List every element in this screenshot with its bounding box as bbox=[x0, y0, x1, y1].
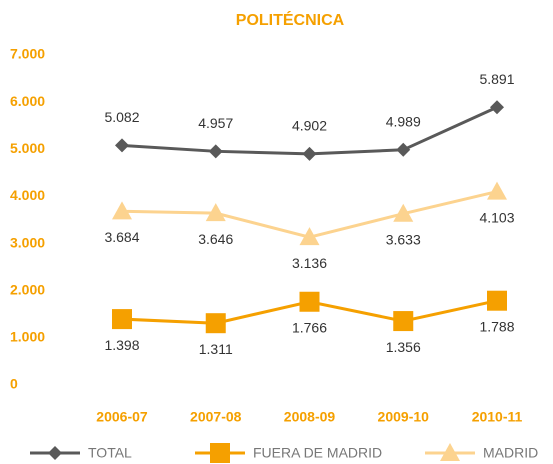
marker bbox=[205, 313, 226, 334]
y-tick-label: 1.000 bbox=[10, 329, 45, 345]
x-tick-label: 2009-10 bbox=[378, 409, 430, 425]
y-tick-label: 7.000 bbox=[10, 46, 45, 62]
y-tick-label: 2.000 bbox=[10, 281, 45, 297]
data-label: 3.633 bbox=[386, 231, 421, 247]
marker bbox=[208, 144, 223, 159]
data-label: 1.356 bbox=[386, 339, 421, 355]
marker bbox=[112, 309, 132, 330]
marker bbox=[299, 227, 320, 246]
legend-label: MADRID bbox=[483, 445, 538, 461]
x-tick-label: 2007-08 bbox=[190, 409, 242, 425]
marker bbox=[112, 201, 132, 220]
chart-title: POLITÉCNICA bbox=[236, 10, 345, 29]
data-label: 4.103 bbox=[479, 209, 514, 225]
y-tick-label: 4.000 bbox=[10, 187, 45, 203]
data-label: 5.891 bbox=[479, 71, 514, 87]
y-tick-label: 5.000 bbox=[10, 140, 45, 156]
data-label: 1.398 bbox=[104, 337, 139, 353]
marker bbox=[299, 291, 320, 312]
legend-marker bbox=[210, 443, 230, 463]
legend-label: FUERA DE MADRID bbox=[253, 445, 382, 461]
marker bbox=[487, 290, 507, 311]
data-label: 3.646 bbox=[198, 231, 233, 247]
marker bbox=[302, 146, 317, 161]
legend-label: TOTAL bbox=[88, 445, 132, 461]
y-tick-label: 3.000 bbox=[10, 234, 45, 250]
data-label: 4.957 bbox=[198, 115, 233, 131]
marker bbox=[393, 203, 414, 222]
data-label: 3.684 bbox=[104, 229, 139, 245]
data-label: 5.082 bbox=[104, 109, 139, 125]
x-tick-label: 2008-09 bbox=[284, 409, 336, 425]
x-tick-label: 2010-11 bbox=[472, 409, 523, 425]
legend-marker bbox=[48, 446, 62, 460]
y-tick-label: 0 bbox=[10, 376, 18, 392]
data-label: 1.766 bbox=[292, 319, 327, 335]
data-label: 4.902 bbox=[292, 118, 327, 134]
data-label: 1.788 bbox=[479, 318, 514, 334]
y-tick-label: 6.000 bbox=[10, 93, 45, 109]
marker bbox=[490, 100, 504, 115]
legend-marker bbox=[440, 443, 460, 461]
data-label: 1.311 bbox=[199, 341, 233, 357]
marker bbox=[393, 311, 414, 332]
marker bbox=[115, 138, 129, 153]
marker bbox=[396, 142, 411, 157]
data-label: 4.989 bbox=[386, 114, 421, 130]
marker bbox=[205, 203, 226, 222]
x-tick-label: 2006-07 bbox=[96, 409, 148, 425]
marker bbox=[487, 181, 507, 200]
data-label: 3.136 bbox=[292, 255, 327, 271]
